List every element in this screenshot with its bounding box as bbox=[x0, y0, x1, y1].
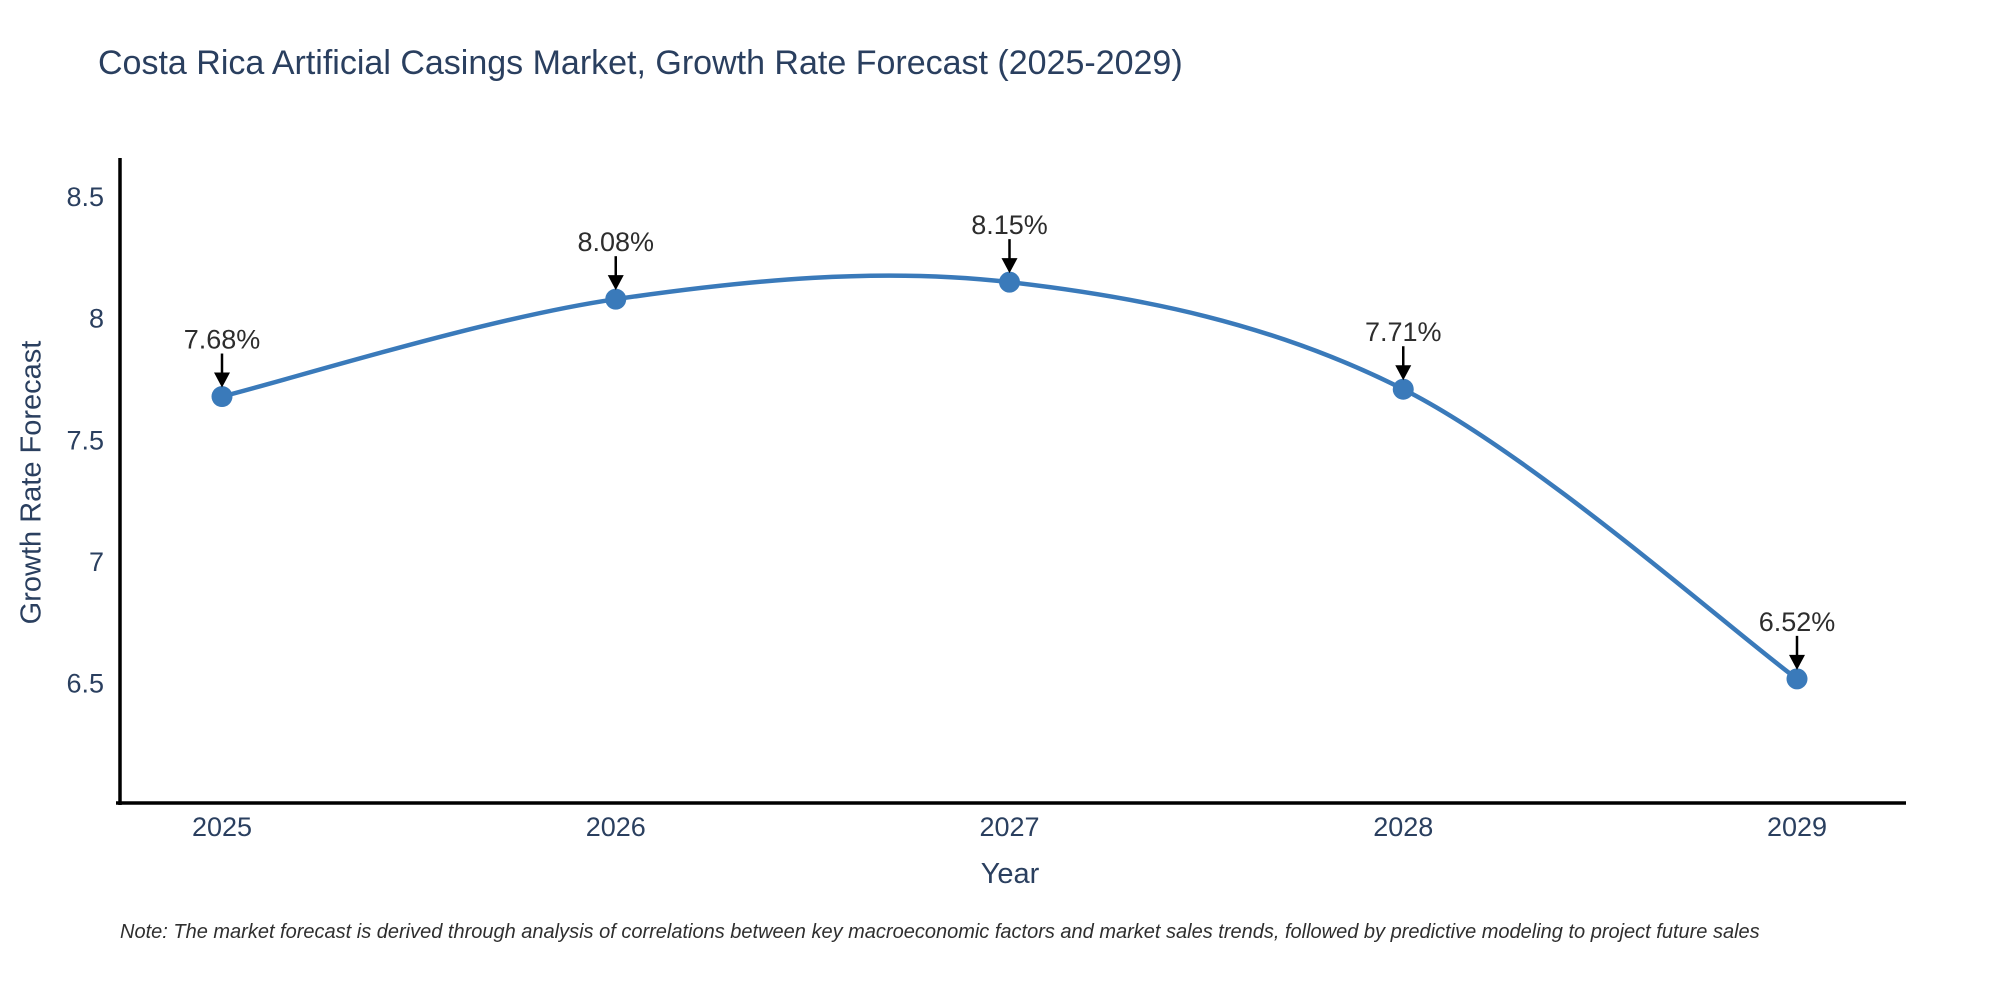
x-tick-label: 2028 bbox=[1373, 812, 1433, 842]
annotation-arrow-head bbox=[1001, 258, 1018, 274]
annotation-arrow-head bbox=[1395, 365, 1412, 381]
growth-rate-line bbox=[221, 273, 1799, 681]
x-tick-label: 2025 bbox=[192, 812, 252, 842]
annotation-value-label: 6.52% bbox=[1759, 607, 1836, 637]
annotation-value-label: 8.15% bbox=[971, 210, 1048, 240]
axes bbox=[116, 158, 1906, 805]
point-annotations: 7.68% 8.08% 8.15% 7.71% 6.52% bbox=[184, 210, 1836, 670]
y-tick-label: 7.5 bbox=[66, 425, 104, 455]
x-tick-label: 2026 bbox=[586, 812, 646, 842]
data-point-marker bbox=[605, 288, 627, 310]
data-point-marker bbox=[999, 271, 1020, 293]
y-tick-label: 6.5 bbox=[66, 669, 104, 699]
annotation-value-label: 8.08% bbox=[577, 227, 654, 257]
annotation-value-label: 7.68% bbox=[184, 325, 261, 355]
data-point-marker bbox=[1392, 378, 1414, 400]
y-axis-tick-labels: 8.5 8 7.5 7 6.5 bbox=[66, 182, 104, 699]
chart-title: Costa Rica Artificial Casings Market, Gr… bbox=[98, 44, 1183, 82]
chart-footnote: Note: The market forecast is derived thr… bbox=[120, 921, 1760, 943]
y-tick-label: 8.5 bbox=[66, 182, 104, 212]
data-point-marker bbox=[211, 386, 233, 408]
y-tick-label: 8 bbox=[89, 304, 104, 334]
x-axis-tick-labels: 2025 2026 2027 2028 2029 bbox=[192, 812, 1827, 842]
x-axis-title: Year bbox=[980, 858, 1040, 890]
annotation-value-label: 7.71% bbox=[1365, 317, 1442, 347]
x-tick-label: 2029 bbox=[1767, 812, 1827, 842]
data-series bbox=[211, 271, 1808, 690]
annotation-arrow-head bbox=[214, 372, 230, 388]
annotation-arrow-head bbox=[1789, 654, 1805, 670]
annotation-arrow-head bbox=[607, 275, 624, 291]
data-point-marker bbox=[1786, 668, 1808, 690]
y-tick-label: 7 bbox=[89, 547, 104, 577]
x-tick-label: 2027 bbox=[979, 812, 1039, 842]
